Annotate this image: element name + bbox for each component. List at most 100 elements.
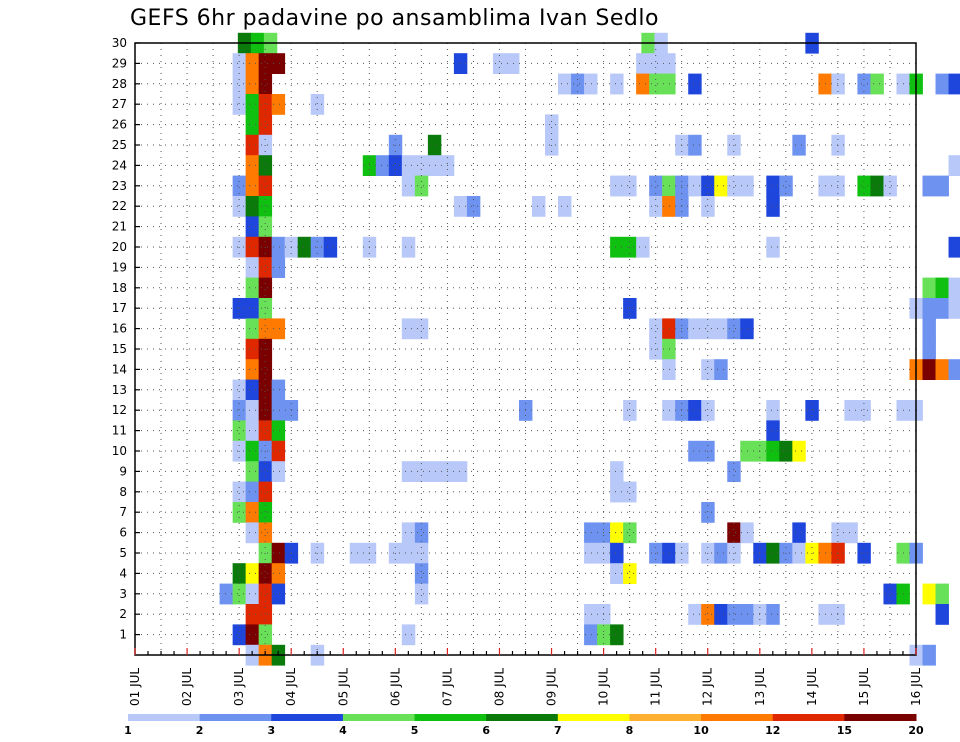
heatmap-cell bbox=[649, 318, 663, 340]
heatmap-cell bbox=[388, 155, 403, 176]
heatmap-cell bbox=[922, 583, 936, 605]
heatmap-cell bbox=[610, 542, 624, 564]
heatmap-cell bbox=[245, 114, 260, 136]
heatmap-cell bbox=[636, 53, 650, 74]
heatmap-cell bbox=[271, 379, 286, 401]
x-tick-label: 07 JUL bbox=[440, 668, 454, 706]
x-tick-label: 13 JUL bbox=[753, 668, 767, 706]
heatmap-cell bbox=[948, 359, 960, 380]
heatmap-cell bbox=[258, 73, 273, 95]
heatmap-cell bbox=[688, 604, 702, 625]
heatmap-cell bbox=[466, 196, 481, 217]
heatmap-cell bbox=[584, 542, 598, 564]
heatmap-cell bbox=[610, 522, 624, 544]
heatmap-cell bbox=[766, 236, 780, 258]
y-tick-label: 19 bbox=[112, 260, 127, 274]
heatmap-cell bbox=[258, 400, 273, 421]
colorbar-swatch bbox=[199, 714, 272, 721]
heatmap-cell bbox=[649, 73, 663, 95]
heatmap-cell bbox=[414, 155, 429, 176]
heatmap-cell bbox=[740, 522, 754, 544]
heatmap-cell bbox=[610, 624, 624, 646]
heatmap-cell bbox=[558, 73, 572, 95]
colorbar-swatch bbox=[271, 714, 344, 721]
heatmap-cell bbox=[232, 196, 247, 217]
heatmap-cell bbox=[701, 604, 715, 625]
x-tick-label: 01 JUL bbox=[128, 668, 142, 706]
colorbar-level-label: 10 bbox=[693, 724, 709, 737]
heatmap-cell bbox=[610, 481, 624, 503]
colorbar-level-label: 4 bbox=[339, 724, 347, 737]
heatmap-cell bbox=[232, 298, 247, 319]
heatmap-cell bbox=[831, 604, 845, 625]
heatmap-cell bbox=[948, 277, 960, 299]
colorbar-level-label: 7 bbox=[554, 724, 562, 737]
heatmap-cell bbox=[766, 542, 780, 564]
x-tick-label: 05 JUL bbox=[336, 668, 350, 706]
heatmap-cell bbox=[245, 604, 260, 625]
heatmap-cell bbox=[245, 155, 260, 176]
y-tick-label: 11 bbox=[112, 424, 127, 438]
heatmap-cell bbox=[935, 277, 949, 299]
heatmap-cell bbox=[727, 318, 741, 340]
heatmap-cell bbox=[636, 236, 650, 258]
heatmap-cell bbox=[245, 379, 260, 401]
heatmap-cell bbox=[453, 461, 468, 482]
heatmap-cell bbox=[870, 175, 884, 197]
heatmap-cell bbox=[662, 359, 676, 380]
heatmap-cell bbox=[857, 175, 871, 197]
colorbar-level-label: 1 bbox=[124, 724, 132, 737]
x-tick-label: 04 JUL bbox=[284, 668, 298, 706]
heatmap-cell bbox=[948, 155, 960, 176]
heatmap-cell bbox=[258, 94, 273, 115]
heatmap-cell bbox=[245, 175, 260, 197]
heatmap-cell bbox=[714, 359, 728, 380]
x-axis: 01 JUL 02 JUL 03 JUL 04 JUL 05 JUL 06 JUL 07 J… bbox=[128, 648, 923, 706]
heatmap-cell bbox=[401, 175, 416, 197]
heatmap-cell bbox=[245, 583, 260, 605]
heatmap-cell bbox=[792, 134, 806, 156]
heatmap-cell bbox=[258, 175, 273, 197]
colorbar-swatch bbox=[772, 714, 845, 721]
heatmap-cell bbox=[258, 604, 273, 625]
heatmap-cell bbox=[245, 134, 260, 156]
heatmap-cell bbox=[662, 175, 676, 197]
y-tick-label: 29 bbox=[112, 56, 127, 70]
x-tick-label: 09 JUL bbox=[545, 668, 559, 706]
heatmap-cell bbox=[662, 73, 676, 95]
heatmap-cell bbox=[623, 400, 637, 421]
heatmap-cell bbox=[844, 400, 858, 421]
x-tick-label: 02 JUL bbox=[180, 668, 194, 706]
heatmap-cell bbox=[414, 175, 429, 197]
colorbar-swatch bbox=[557, 714, 630, 721]
heatmap-cell bbox=[714, 604, 728, 625]
heatmap-cell bbox=[688, 175, 702, 197]
heatmap-cell bbox=[584, 624, 598, 646]
heatmap-cell bbox=[271, 461, 286, 482]
heatmap-cell bbox=[636, 73, 650, 95]
heatmap-cell bbox=[922, 175, 936, 197]
y-tick-label: 13 bbox=[112, 383, 127, 397]
heatmap-cell bbox=[714, 318, 728, 340]
heatmap-cell bbox=[610, 175, 624, 197]
heatmap-cell bbox=[401, 236, 416, 258]
grid-lines bbox=[135, 42, 916, 655]
heatmap-cell bbox=[857, 73, 871, 95]
heatmap-cell bbox=[922, 644, 936, 666]
colorbar-swatch bbox=[844, 714, 917, 721]
y-tick-label: 10 bbox=[112, 444, 127, 458]
heatmap-cell bbox=[935, 175, 949, 197]
x-tick-label: 06 JUL bbox=[388, 668, 402, 706]
colorbar-level-label: 2 bbox=[196, 724, 204, 737]
heatmap-cell bbox=[258, 481, 273, 503]
heatmap-cell bbox=[271, 318, 286, 340]
y-tick-label: 22 bbox=[112, 199, 127, 213]
y-tick-label: 30 bbox=[112, 36, 127, 50]
heatmap-cell bbox=[688, 73, 702, 95]
heatmap-cell bbox=[740, 440, 754, 462]
heatmap-cell bbox=[245, 236, 260, 258]
heatmap-cell bbox=[271, 440, 286, 462]
y-tick-label: 15 bbox=[112, 342, 127, 356]
y-tick-label: 18 bbox=[112, 281, 127, 295]
heatmap-cell bbox=[623, 175, 637, 197]
